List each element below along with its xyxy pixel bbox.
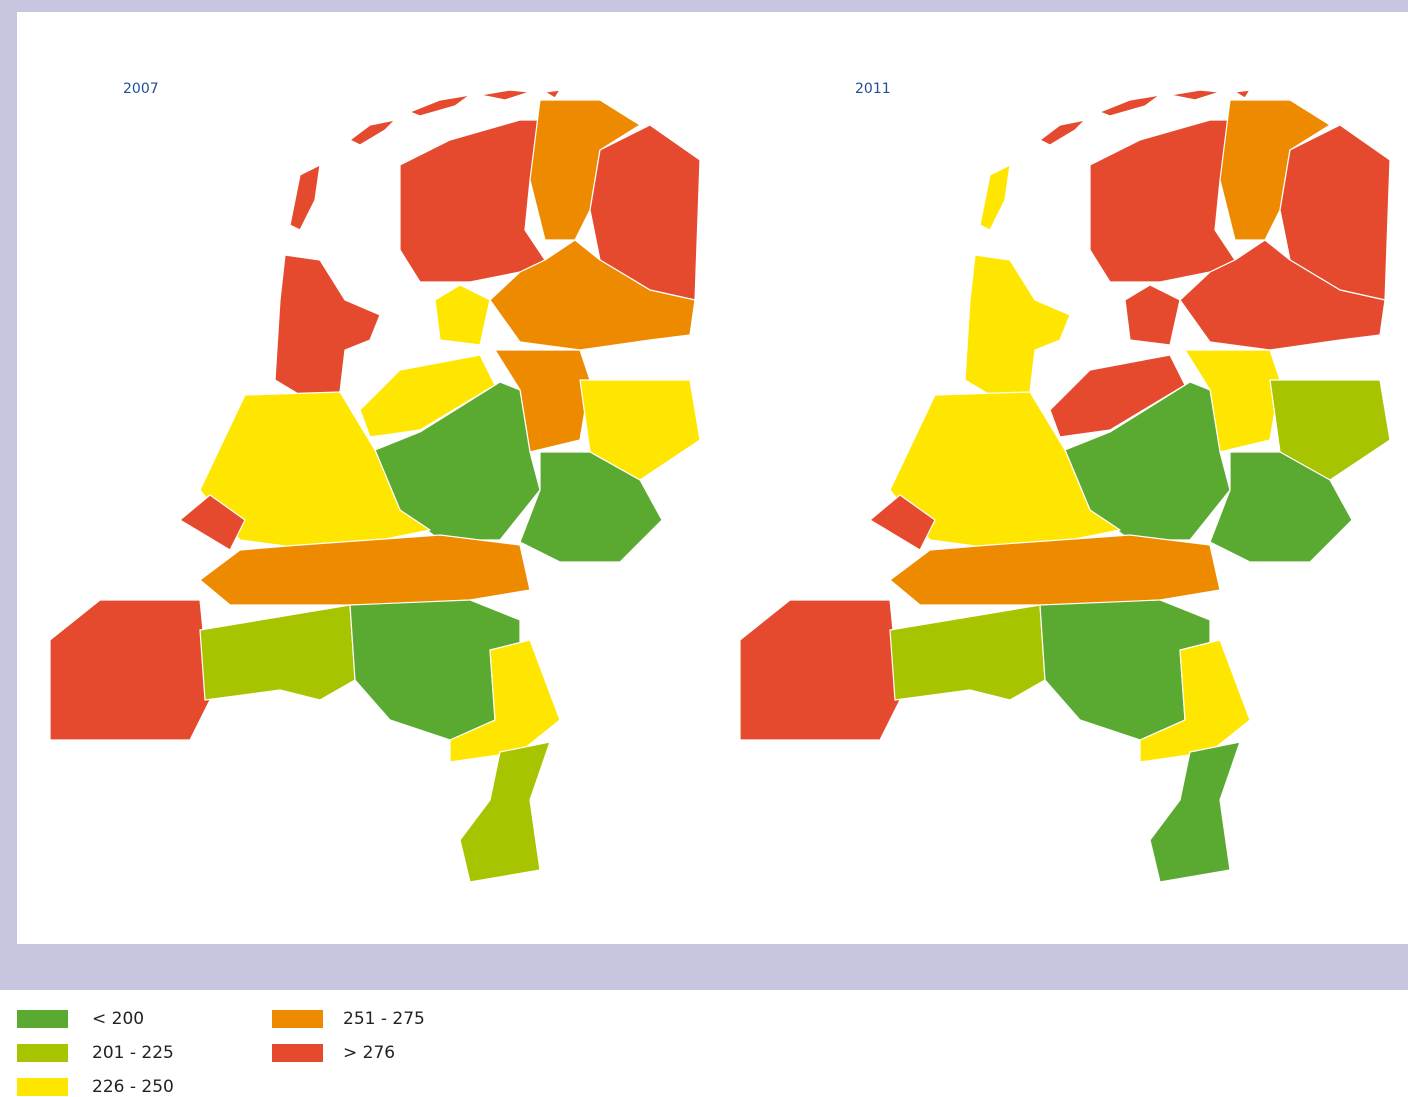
legend-label: < 200 [92, 1009, 144, 1029]
legend-swatch [17, 1010, 68, 1028]
legend-swatch [17, 1078, 68, 1096]
legend-swatch [272, 1010, 323, 1028]
legend-swatch [17, 1044, 68, 1062]
legend-label: 251 - 275 [343, 1009, 425, 1029]
map-title: 2007 [123, 81, 159, 97]
legend: < 200 201 - 225 226 - 250 251 - 275 > 276 [17, 1009, 425, 1097]
legend-swatch [272, 1044, 323, 1062]
legend-label: 201 - 225 [92, 1043, 174, 1063]
legend-label: 226 - 250 [92, 1077, 174, 1097]
legend-label: > 276 [343, 1043, 395, 1063]
map-title: 2011 [855, 81, 891, 97]
